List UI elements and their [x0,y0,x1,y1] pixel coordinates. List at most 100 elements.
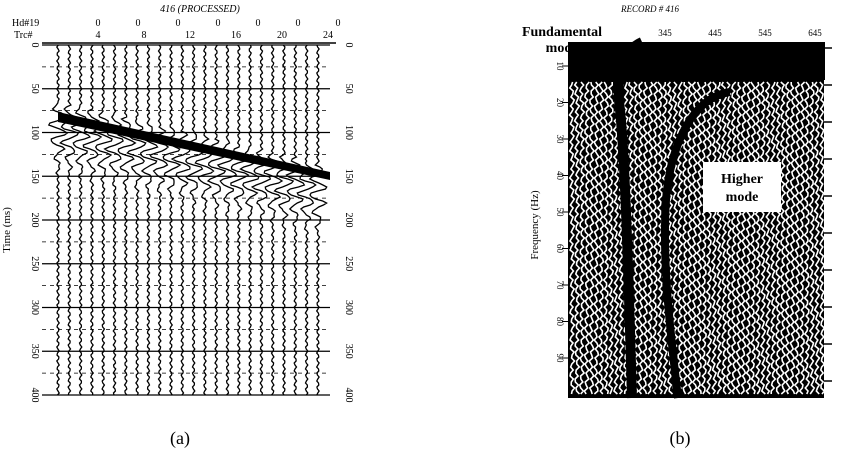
panel-b-title: RECORD # 416 [620,4,679,14]
record-trace [597,81,605,395]
time-tick-label-right: 150 [343,169,354,184]
record-trace [568,81,576,395]
record-trace [769,81,777,395]
time-tick-label: 150 [29,169,40,184]
seismic-trace [170,44,191,396]
record-trace [700,81,708,395]
top-tick-label: 345 [658,28,672,38]
record-trace [754,81,762,395]
frequency-tick-label: 50 [555,208,565,218]
top-tick-label: 545 [758,28,772,38]
seismic-trace [285,44,306,396]
hdr-value: 0 [136,18,141,29]
time-tick-label-right: 400 [343,388,354,403]
top-tick-label: 645 [808,28,822,38]
seismic-trace [139,44,159,396]
right-time-ticks: 0 50 100 150 200 250 300 350 400 [343,43,354,403]
record-trace [602,81,610,395]
trc-value: 24 [323,30,333,41]
trc-value: 8 [142,30,147,41]
time-tick-label: 50 [29,84,40,94]
record-trace [788,81,797,395]
frequency-tick-label: 10 [555,62,565,72]
right-ticks [824,47,832,382]
record-trace [784,81,792,395]
higher-mode-label-line2: mode [726,190,759,205]
panel-a-title: 416 (PROCESSED) [160,4,240,15]
first-arrival-band [58,112,330,180]
record-trace [686,81,694,395]
record-trace [573,81,581,395]
record-trace [637,81,645,395]
record-trace [774,81,782,395]
seismic-traces [47,44,328,396]
top-tick-label: 445 [708,28,722,38]
seismic-trace [194,44,215,396]
record-trace [735,81,743,395]
seismic-trace [230,44,250,396]
time-axis-label: Time (ms) [1,207,13,253]
hdr-value: 0 [336,18,341,29]
record-trace [740,81,748,395]
frequency-tick-label: 80 [555,317,565,327]
higher-mode-label-box [703,162,781,212]
record-trace [641,81,649,395]
trc-value: 12 [185,30,195,41]
time-tick-label: 100 [29,125,40,140]
frequency-axis-label: Frequency (Hz) [529,190,541,260]
seismic-trace [117,44,137,396]
time-tick-label-right: 250 [343,256,354,271]
seismic-trace [273,44,295,396]
record-trace [578,81,586,395]
seismic-trace [250,44,272,396]
fundamental-mode-label-line2: mode [546,41,579,56]
frequency-tick-label: 60 [555,244,565,254]
hdr-value-row: 0 0 0 0 0 0 0 [96,18,341,29]
record-trace [651,81,659,395]
seismic-trace [216,44,238,396]
record-trace [612,81,620,395]
record-trace [759,81,767,395]
seismic-trace [103,44,124,396]
record-trace [725,81,733,395]
seismic-trace [47,44,69,396]
record-trace [798,81,806,395]
record-trace [607,82,615,395]
time-tick-label-right: 0 [343,43,354,48]
record-trace [803,81,811,395]
record-trace [715,81,723,395]
trc-value: 4 [96,30,101,41]
caption-a: (a) [170,428,190,448]
trc-label: Trc# [14,30,33,41]
seismogram-figure: 416 (PROCESSED) Hd#19 Trc# 0 0 0 0 0 0 0 4 8 12 1… [1,4,354,403]
record-trace [779,81,787,395]
record-trace [695,81,703,395]
time-tick-label: 300 [29,300,40,315]
hdr-value: 0 [176,18,181,29]
hdr-value: 0 [216,18,221,29]
time-tick-label-right: 300 [343,300,354,315]
record-trace [690,81,699,395]
time-tick-label-right: 100 [343,125,354,140]
seismic-trace [206,44,227,396]
fundamental-mode-label-line1: Fundamental [522,25,602,40]
record-trace [656,81,664,395]
top-dark-region [640,42,825,80]
trc-value-row: 4 8 12 16 20 24 [96,30,334,41]
fundamental-mode-curve [613,37,645,399]
frequency-tick-label: 40 [555,171,565,181]
seismic-trace [296,44,317,396]
record-trace [720,81,728,395]
hdr-value: 0 [296,18,301,29]
record-trace [705,81,713,395]
time-tick-label-right: 350 [343,344,354,359]
record-trace [710,81,718,395]
time-tick-label-right: 50 [343,84,354,94]
seismic-trace [92,44,113,396]
seismic-trace [126,44,147,396]
left-frequency-ticks: 10 20 30 40 50 60 70 80 90 [555,62,570,364]
caption-b: (b) [669,428,691,448]
time-tick-label: 200 [29,213,40,228]
frequency-tick-label: 90 [555,354,565,364]
panel-b: RECORD # 416 345 445 545 645 Higher mode Fu… [420,0,848,420]
